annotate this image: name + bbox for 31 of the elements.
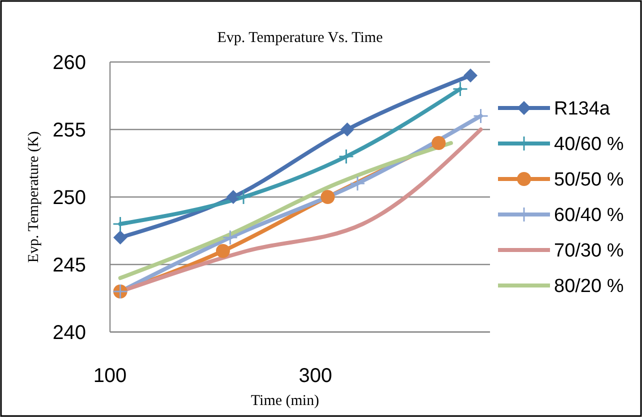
point [340, 122, 354, 136]
point [463, 68, 478, 82]
chart-title: Evp. Temperature Vs. Time [217, 30, 384, 46]
line-series [118, 141, 453, 280]
legend-label: 50/50 % [554, 170, 624, 191]
legend-label: 60/40 % [554, 205, 624, 226]
legend-label: 80/20 % [554, 276, 624, 298]
point [338, 148, 354, 164]
legend-label: 70/30 % [554, 240, 624, 262]
x-tick-label: 300 [298, 365, 332, 387]
y-tick-label: 250 [52, 187, 86, 209]
point [216, 244, 230, 258]
y-tick-label: 240 [52, 322, 86, 344]
legend-label: 40/60 % [554, 134, 624, 156]
y-tick-label: 255 [52, 120, 86, 142]
point [473, 108, 489, 124]
point [432, 136, 446, 150]
point [320, 190, 335, 204]
x-tick-label: 100 [93, 365, 127, 387]
point [452, 81, 468, 97]
y-tick-label: 245 [52, 254, 86, 276]
legend-label: R134a [554, 98, 610, 120]
point [113, 230, 128, 244]
point [222, 230, 238, 246]
point [236, 189, 252, 205]
point [112, 216, 128, 232]
point [350, 176, 366, 192]
y-axis-title: Evp. Temperature (K) [26, 131, 42, 263]
y-tick-label: 260 [52, 52, 86, 74]
x-axis-title: Time (min) [250, 393, 320, 409]
point [226, 190, 240, 204]
